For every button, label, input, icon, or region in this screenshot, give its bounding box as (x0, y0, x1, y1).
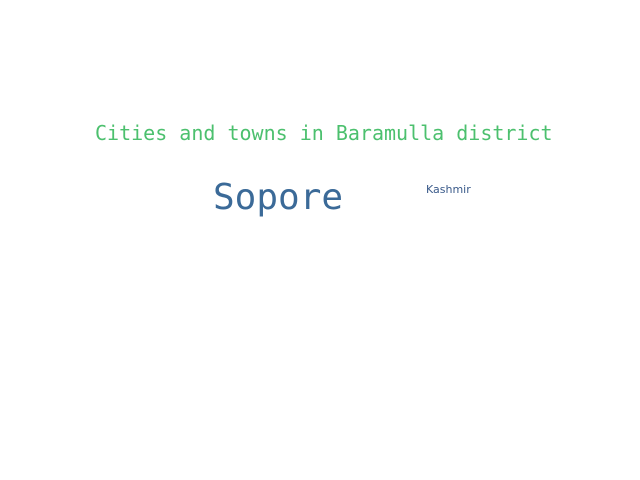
word-sopore: Sopore (213, 177, 344, 218)
word-cities-and-towns-in-baramulla-district: Cities and towns in Baramulla district (95, 121, 553, 145)
word-kashmir: Kashmir (426, 183, 471, 196)
